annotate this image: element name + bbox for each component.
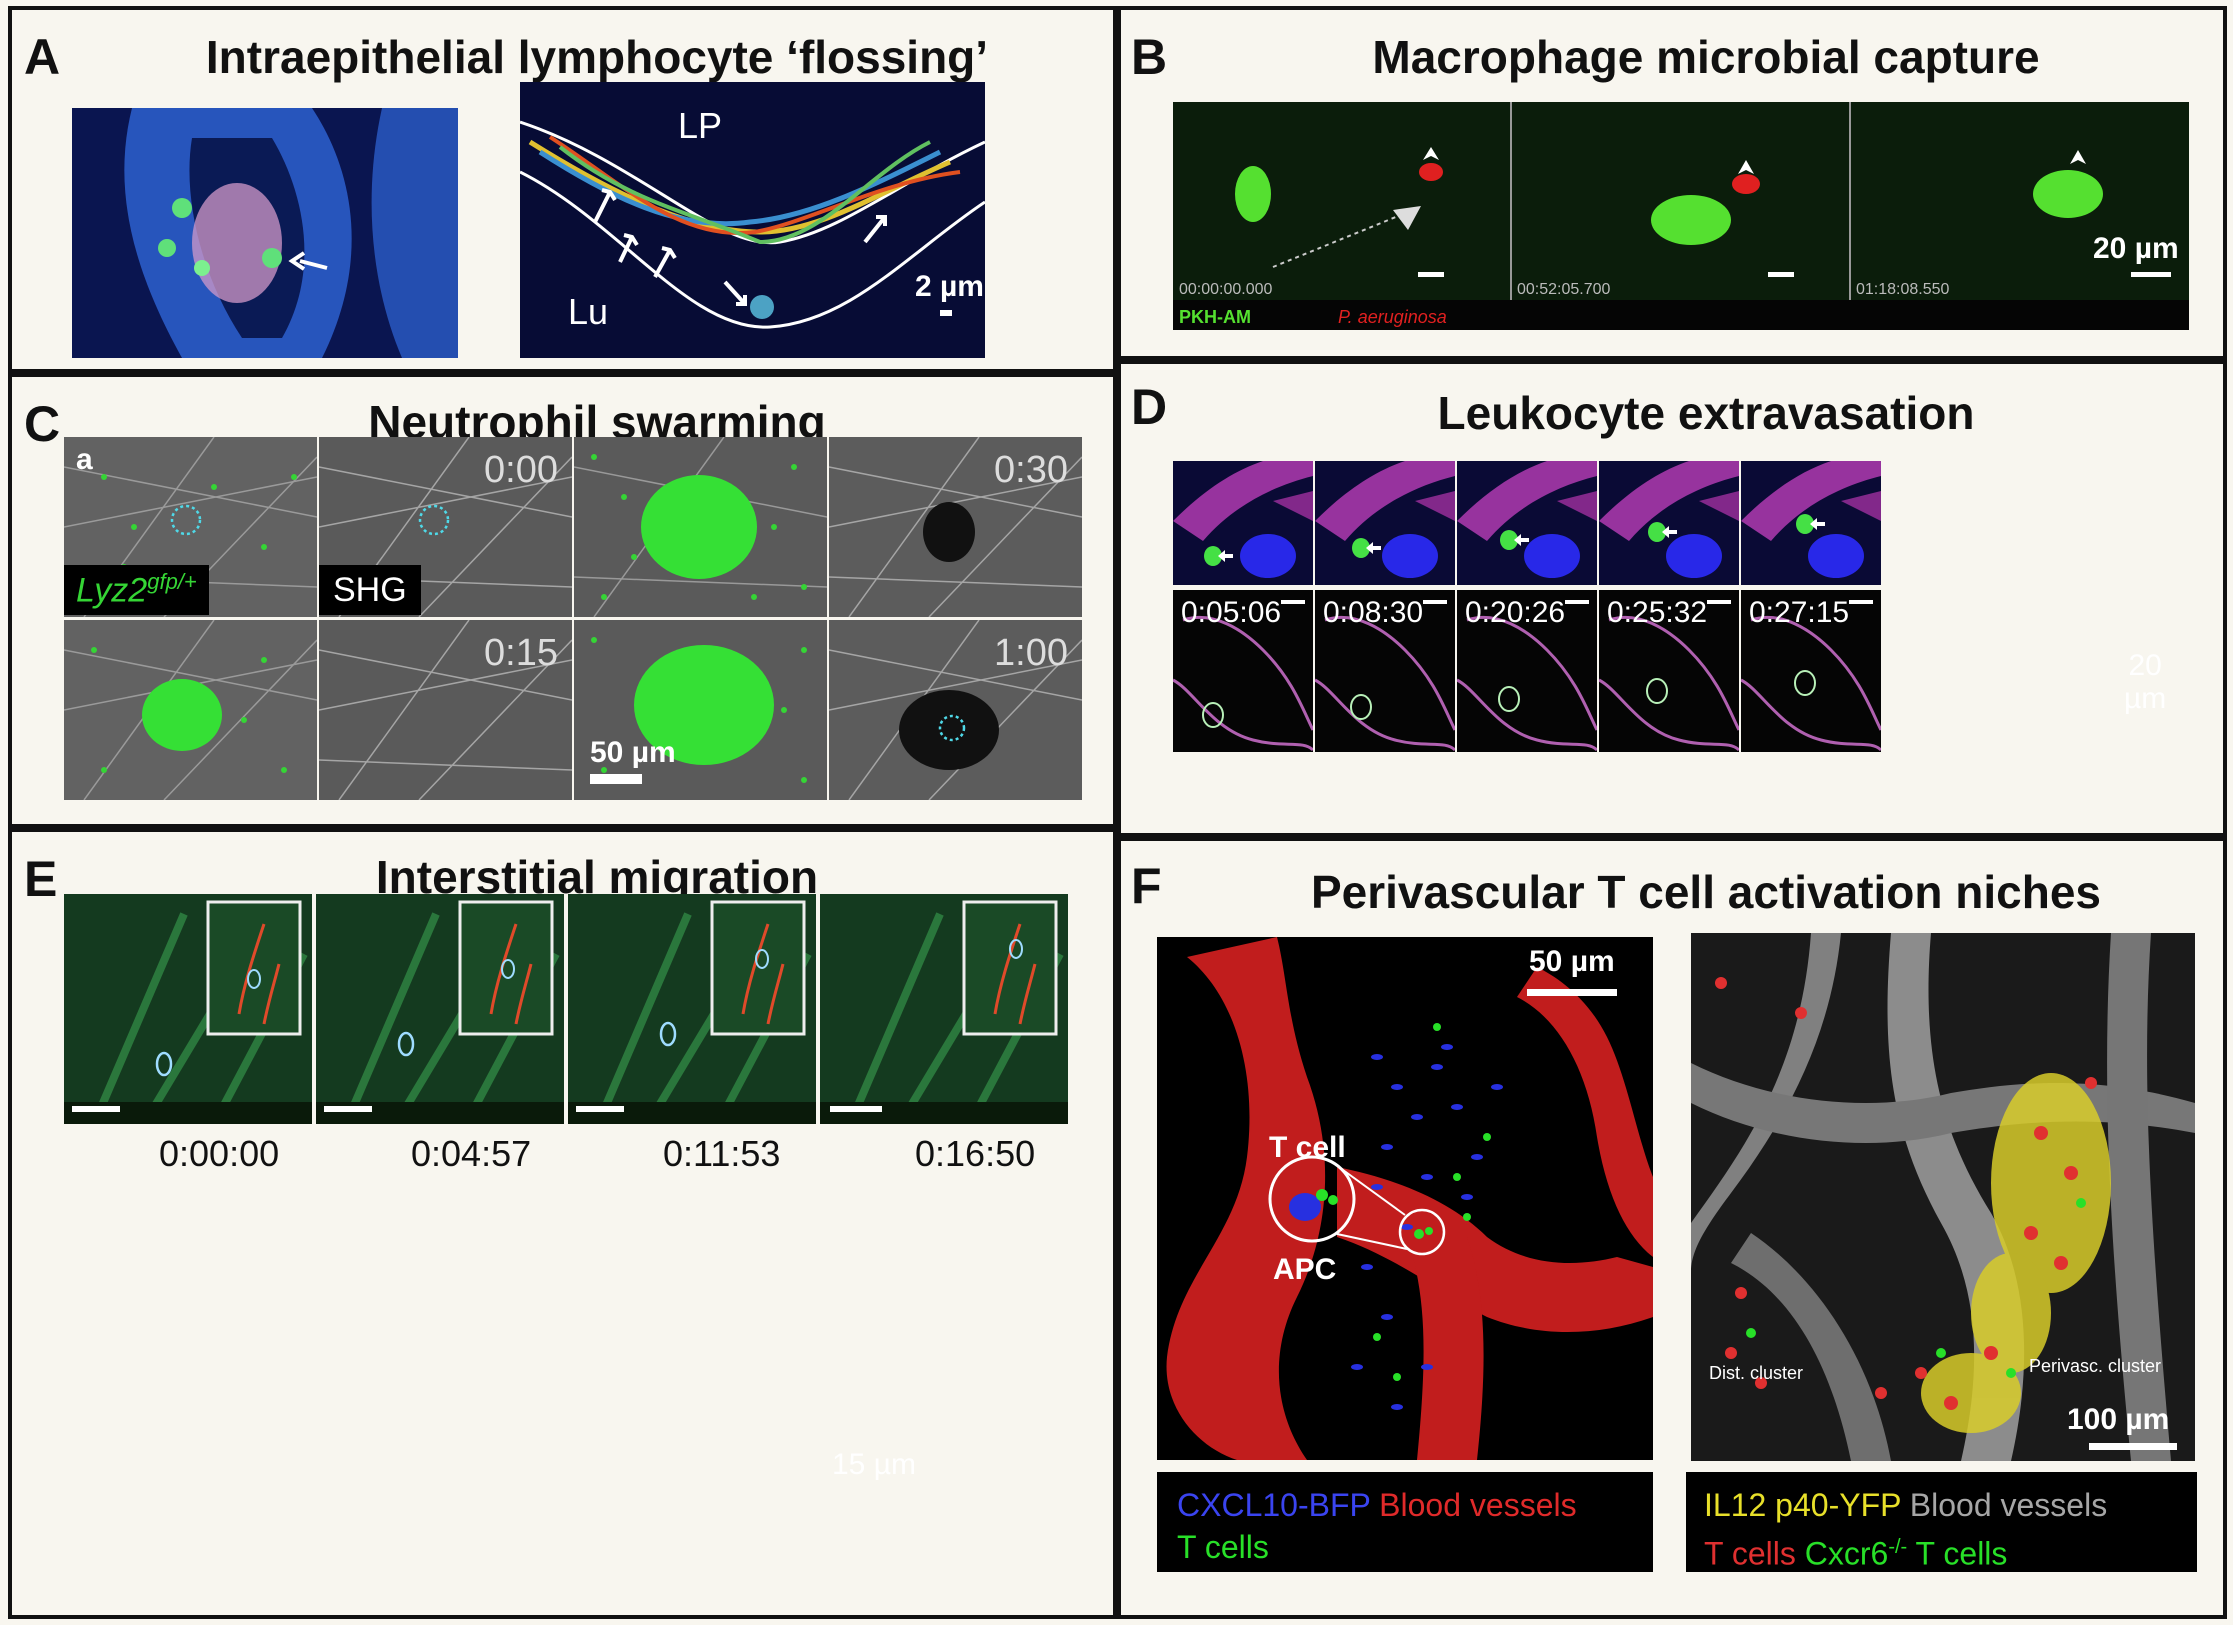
extravasation-frame <box>1599 461 1739 585</box>
label-shg: SHG <box>319 565 421 615</box>
panel-letter: C <box>24 396 61 452</box>
panel-c: C Neutrophil swarming a Lyz2gfp/+ 0:00 S… <box>8 373 1117 828</box>
perivascular-right-image: Dist. cluster Perivasc. cluster 100 µm <box>1691 933 2195 1461</box>
migration-frame <box>64 894 312 1124</box>
swarm-frame: 0:15 <box>319 620 572 800</box>
swarm-frame: a Lyz2gfp/+ <box>64 437 317 617</box>
time-label: 0:08:30 <box>1323 596 1424 629</box>
extravasation-frame: 0:08:30 <box>1315 590 1455 752</box>
time-label: 0:04:57 <box>411 1133 532 1174</box>
panel-a: A Intraepithelial lymphocyte ‘flossing’ <box>8 6 1117 373</box>
swarm-frame: 0:30 <box>829 437 1082 617</box>
legend-cxcr6: Cxcr6 <box>1804 1535 1889 1572</box>
macrophage-strip: 00:00:00.000 00:52:05.700 01:18:08.550 2… <box>1173 102 2189 330</box>
scale-bar <box>590 774 642 784</box>
panel-letter: A <box>24 29 61 85</box>
migration-frame <box>820 894 1068 1124</box>
panel-letter: B <box>1131 29 1168 85</box>
scale-label: 50 µm <box>1529 945 1615 978</box>
swarm-frame <box>64 620 317 800</box>
legend-cxcr6-sup: -/- <box>1888 1536 1908 1558</box>
extravasation-frame <box>1315 461 1455 585</box>
scale-label: 2 µm <box>915 270 984 303</box>
time-label: 0:11:53 <box>663 1133 781 1174</box>
legend-blood-vessels: Blood vessels <box>1909 1487 2108 1523</box>
migration-frame <box>568 894 816 1124</box>
panel-letter: E <box>24 851 58 907</box>
panel-b: B Macrophage microbial capture 00:00:00.… <box>1117 6 2227 360</box>
label-lp: LP <box>678 105 723 146</box>
panel-title: Interstitial migration <box>375 851 819 903</box>
scale-label: 50 µm <box>590 736 676 769</box>
swarm-frame: 1:00 <box>829 620 1082 800</box>
panel-letter: D <box>1131 379 1168 435</box>
scale-unit: µm <box>2124 682 2167 715</box>
extravasation-frame <box>1457 461 1597 585</box>
timestamp: 00:52:05.700 <box>1517 281 1611 298</box>
corner-label: a <box>76 443 93 476</box>
time-label: 0:20:26 <box>1465 596 1566 629</box>
panel-f: F Perivascular T cell activation niches <box>1117 837 2227 1619</box>
extravasation-frame: 0:05:06 <box>1173 590 1313 752</box>
legend-il12: IL12 p40-YFP <box>1704 1487 1901 1523</box>
legend-left: CXCL10-BFP Blood vessels T cells <box>1157 1472 1653 1572</box>
extravasation-frame: 0:20:26 <box>1457 590 1597 752</box>
label-apc: APC <box>1273 1253 1337 1286</box>
time-label: 0:00:00 <box>159 1133 280 1174</box>
legend-blood-vessels: Blood vessels <box>1379 1487 1577 1523</box>
time-label: 0:00 <box>484 449 558 491</box>
scale-bar <box>940 310 952 316</box>
panel-title: Macrophage microbial capture <box>1372 31 2040 83</box>
time-label: 0:16:50 <box>915 1133 1036 1174</box>
legend-tcells-red: T cells <box>1704 1535 1796 1572</box>
timestamp: 00:00:00.000 <box>1179 281 1273 298</box>
scale-label: 20 µm <box>2093 232 2179 265</box>
lyz2-text: Lyz2 <box>76 571 148 610</box>
extravasation-frame: 0:27:15 <box>1741 590 1881 752</box>
label-lu: Lu <box>568 291 609 332</box>
panel-d: D Leukocyte extravasation <box>1117 360 2227 837</box>
flossing-track-image: LP Lu 2 µm <box>520 82 985 358</box>
legend-cxcl10: CXCL10-BFP <box>1177 1487 1371 1523</box>
legend-red: P. aeruginosa <box>1338 307 1447 327</box>
swarm-frame: 0:00 SHG <box>319 437 572 617</box>
time-label: 0:05:06 <box>1181 596 1282 629</box>
time-label: 0:25:32 <box>1607 596 1708 629</box>
extravasation-frame <box>1173 461 1313 585</box>
time-label: 0:30 <box>994 449 1068 491</box>
legend-right: IL12 p40-YFP Blood vessels T cells Cxcr6… <box>1686 1472 2197 1572</box>
label-perivasc-cluster: Perivasc. cluster <box>2029 1356 2162 1376</box>
legend-tcells: T cells <box>1177 1529 1269 1565</box>
extravasation-frame: 0:25:32 <box>1599 590 1739 752</box>
panel-e: E Interstitial migration 0:00:00 0:04:57 <box>8 828 1117 1619</box>
extravasation-frame <box>1741 461 1881 585</box>
perivascular-left-image: 50 µm T cell APC <box>1157 937 1653 1460</box>
panel-title: Perivascular T cell activation niches <box>1310 866 2102 918</box>
label-tcell: T cell <box>1269 1131 1346 1164</box>
scale-value: 20 <box>2128 649 2162 682</box>
swarm-frame <box>574 437 827 617</box>
label-lyz2: Lyz2gfp/+ <box>64 565 209 616</box>
panel-title: Intraepithelial lymphocyte ‘flossing’ <box>205 31 989 83</box>
scale-label: 20 µm <box>2124 649 2166 715</box>
time-label: 0:15 <box>484 632 558 674</box>
time-label: 1:00 <box>994 632 1068 674</box>
timestamp: 01:18:08.550 <box>1856 281 1950 298</box>
time-label: 0:27:15 <box>1749 596 1850 629</box>
lyz2-sup: gfp/+ <box>147 569 197 594</box>
label-dist-cluster: Dist. cluster <box>1709 1363 1804 1383</box>
swarm-frame: 50 µm <box>574 620 827 800</box>
legend-tcells-green: T cells <box>1915 1535 2008 1572</box>
scale-label: 100 µm <box>2067 1403 2170 1436</box>
migration-frame <box>316 894 564 1124</box>
villus-image <box>72 108 458 358</box>
scale-label: 15 µm <box>832 1448 916 1481</box>
panel-title: Leukocyte extravasation <box>1437 387 1975 439</box>
legend-green: PKH-AM <box>1179 307 1251 327</box>
panel-letter: F <box>1131 858 1162 914</box>
